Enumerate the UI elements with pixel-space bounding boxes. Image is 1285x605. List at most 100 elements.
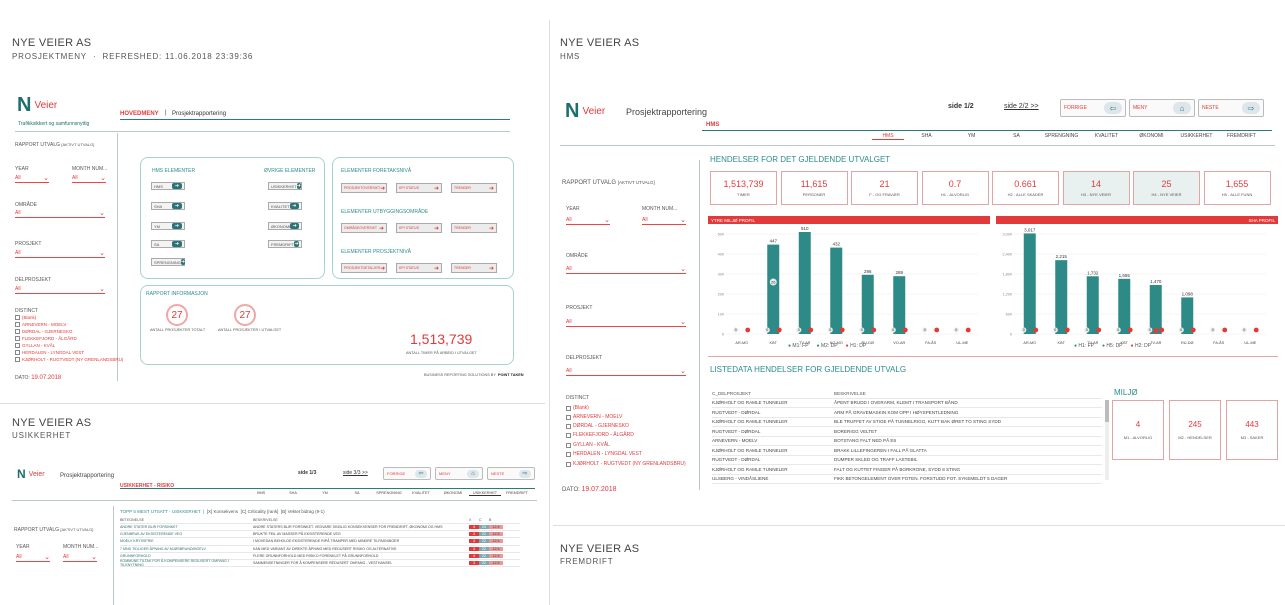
tab-hms[interactable]: HMS	[256, 491, 266, 495]
distinct-item[interactable]: ARNEVERN - MOELV	[15, 322, 66, 327]
prosjektoversikt-button[interactable]: PROSJEKTOVERSIKT ➜	[341, 183, 387, 193]
sha-button[interactable]: SHA ➜	[151, 202, 185, 210]
divider	[12, 500, 537, 501]
table-row[interactable]: ANDRE STATER BLIR FORSINKET ANDRE STATERS…	[120, 524, 520, 532]
tab-fremdrift[interactable]: FREMDRIFT	[506, 491, 528, 495]
tab-usikkerhet[interactable]: USIKKERHET	[469, 491, 501, 496]
meny-button[interactable]: MENY ⌂	[435, 467, 483, 480]
tab-sa[interactable]: SA	[1013, 133, 1020, 139]
table-row[interactable]: KJØRHOLT OG RAMLE TUNNELER BLE TRUFFET AV…	[712, 418, 1102, 427]
trender-button[interactable]: TRENDER ➜	[451, 263, 497, 273]
hms-button[interactable]: HMS ➜	[151, 182, 185, 190]
tab-sprengning[interactable]: SPRENGNING	[376, 491, 402, 495]
tab-kvalitet[interactable]: KVALITET	[1094, 133, 1119, 139]
meny-button[interactable]: MENY ⌂	[1129, 99, 1195, 117]
prosjektrapportering-link[interactable]: Prosjektrapportering	[172, 111, 227, 117]
usikkerhet-button[interactable]: USIKKERHET ➜	[268, 182, 302, 190]
tab-okonomi[interactable]: ØKONOMI	[1139, 133, 1164, 139]
sa-button[interactable]: SA ➜	[151, 240, 185, 248]
forrige-button[interactable]: FORRIGE ⇦	[383, 467, 431, 480]
table-row[interactable]: RUGTVEDT - DØRDAL DUMPER SKLED OG TRAFF L…	[712, 456, 1102, 465]
sprengning-button[interactable]: SPRENGNING ➜	[151, 258, 186, 266]
fremdrift-button[interactable]: FREMDRIFT ➜	[268, 240, 302, 248]
distinct-item[interactable]: GYLLAN - KVÅL	[566, 442, 610, 448]
next-page-link[interactable]: side 3/3 >>	[343, 470, 368, 476]
delprosjekt-dropdown[interactable]: All	[15, 285, 105, 294]
table-row[interactable]: KJØRHOLT OG RAMLE TUNNELER FALT OG KUTTET…	[712, 465, 1102, 475]
bar	[830, 247, 843, 334]
table-row[interactable]: 7 MND TIDLIGER ÅPNING AV MJØSBRUND/MOELV…	[120, 546, 520, 553]
table-row[interactable]: GRUNNFORHOLD FLERE GRUNNFORHOLD MED RISIK…	[120, 553, 520, 560]
year-dropdown[interactable]: All	[15, 174, 49, 183]
tab-sprengning[interactable]: SPRENGNING	[1044, 133, 1079, 139]
table-row[interactable]: ARNEVERN - MOELV BOTSTANG FALT NED PÅ E6	[712, 437, 1102, 446]
tab-fremdrift[interactable]: FREMDRIFT	[1227, 133, 1256, 139]
distinct-item[interactable]: DØRDAL - GJERNESKO	[15, 329, 72, 334]
tab-ym[interactable]: YM	[967, 133, 976, 139]
trender-button[interactable]: TRENDER ➜	[451, 223, 497, 233]
data-label: 3,017	[1024, 227, 1036, 232]
month-dropdown[interactable]: All	[642, 216, 686, 225]
table-row[interactable]: KJØRHOLT OG RAMLE TUNNELER ÅPENT BRUDD I …	[712, 399, 1102, 408]
org-title: NYE VEIER AS	[560, 37, 640, 49]
x-tick-label: KBT	[770, 341, 778, 345]
hovedmeny-label[interactable]: HOVEDMENY	[120, 111, 159, 117]
tab-hms[interactable]: HMS	[872, 133, 904, 140]
table-scrollbar[interactable]	[1105, 400, 1109, 480]
next-page-link[interactable]: side 2/2 >>	[1004, 103, 1039, 110]
tab-ym[interactable]: YM	[322, 491, 328, 495]
tab-bar: HMS SHA YM SA SPRENGNING KVALITET ØKONOM…	[872, 133, 1264, 140]
distinct-item[interactable]: GYLLAN - KVÅL	[15, 343, 55, 348]
table-row[interactable]: GJENBRUK AV EKSISTERENDE VEG BRUKTE FEIL …	[120, 531, 520, 539]
org-title: NYE VEIER AS	[12, 37, 92, 49]
kpi-status-button[interactable]: KPI STATUS ➜	[396, 223, 442, 233]
table-row[interactable]: KOMMUNE TILTAK FOR Å KOMPENSERE REDUSERT…	[120, 559, 520, 568]
bar	[1023, 233, 1036, 334]
tab-sa[interactable]: SA	[354, 491, 360, 495]
tile-hms: NYE VEIER AS HMS N Veier Prosjektrapporte…	[552, 0, 1285, 522]
table-row[interactable]: MOELV KRYSSFRIE I MOVEDAN BEHOLDE EKSISTE…	[120, 538, 520, 546]
distinct-item[interactable]: DØRDAL - GJERNESKO	[566, 423, 629, 429]
omrade-dropdown[interactable]: All	[566, 265, 686, 274]
distinct-item[interactable]: FLEKKEFJORD - ÅLGÅRD	[566, 432, 634, 438]
table-row[interactable]: RUGTVEDT - DØRDAL BORERIGG VELTET	[712, 427, 1102, 437]
table-row[interactable]: ULSBERG - VINDÅSLIENE FIKK BETONGELEMENT …	[712, 475, 1102, 484]
kpi-status-button[interactable]: KPI STATUS ➜	[396, 263, 442, 273]
marker	[1052, 327, 1058, 333]
tab-sha[interactable]: SHA	[921, 133, 932, 139]
distinct-item[interactable]: (Blank)	[15, 315, 36, 320]
neste-button[interactable]: NESTE ⇨	[1198, 99, 1264, 117]
omradeoversikt-button[interactable]: OMRÅDEOVERSIKT ➜	[341, 223, 387, 233]
month-dropdown[interactable]: All	[63, 553, 97, 562]
tab-okonomi[interactable]: ØKONOMI	[443, 491, 463, 495]
ym-button[interactable]: YM ➜	[151, 222, 185, 230]
table-row[interactable]: RUGTVEDT - DØRDAL ARM PÅ GRAVEMASKIN KOM …	[712, 408, 1102, 418]
tab-usikkerhet[interactable]: USIKKERHET	[1180, 133, 1213, 139]
distinct-item[interactable]: HERDALEN - LYNGDAL VEST	[15, 350, 84, 355]
distinct-item[interactable]: FLEKKEFJORD - ÅLGÅRD	[15, 336, 77, 341]
tab-kvalitet[interactable]: KVALITET	[412, 491, 430, 495]
neste-button[interactable]: NESTE ⇨	[487, 467, 535, 480]
marker	[1096, 327, 1102, 333]
omrade-dropdown[interactable]: All	[15, 209, 105, 218]
kpi-status-button[interactable]: KPI STATUS ➜	[396, 183, 442, 193]
table-row[interactable]: KJØRHOLT OG RAMLE TUNNELER BRAKK LILLEFIN…	[712, 446, 1102, 456]
year-dropdown[interactable]: All	[16, 553, 50, 562]
distinct-item[interactable]: ARNEVERN - MOELV	[566, 414, 622, 420]
okonomi-button[interactable]: ØKONOMI ➜	[268, 222, 302, 230]
distinct-item[interactable]: KJØRHOLT - RUGTVEDT (NY GRENLANDSBRU)	[566, 461, 686, 467]
delprosjekt-dropdown[interactable]: All	[566, 367, 686, 376]
tile-separator	[0, 403, 545, 404]
forrige-button[interactable]: FORRIGE ⇦	[1060, 99, 1126, 117]
distinct-item[interactable]: KJØRHOLT - RUGTVEDT (NY GRENLANDSBRU)	[15, 357, 123, 362]
year-dropdown[interactable]: All	[566, 216, 610, 225]
distinct-item[interactable]: HERDALEN - LYNGDAL VEST	[566, 451, 642, 457]
distinct-item[interactable]: (Blank)	[566, 405, 589, 411]
prosjekt-dropdown[interactable]: All	[15, 249, 105, 258]
prosjekt-dropdown[interactable]: All	[566, 318, 686, 327]
month-dropdown[interactable]: All	[72, 174, 106, 183]
prosjektdetaljer-button[interactable]: PROSJEKTDETALJER ➜	[341, 263, 387, 273]
tab-sha[interactable]: SHA	[289, 491, 297, 495]
trender-button[interactable]: TRENDER ➜	[451, 183, 497, 193]
kvalitet-button[interactable]: KVALITET ➜	[268, 202, 302, 210]
